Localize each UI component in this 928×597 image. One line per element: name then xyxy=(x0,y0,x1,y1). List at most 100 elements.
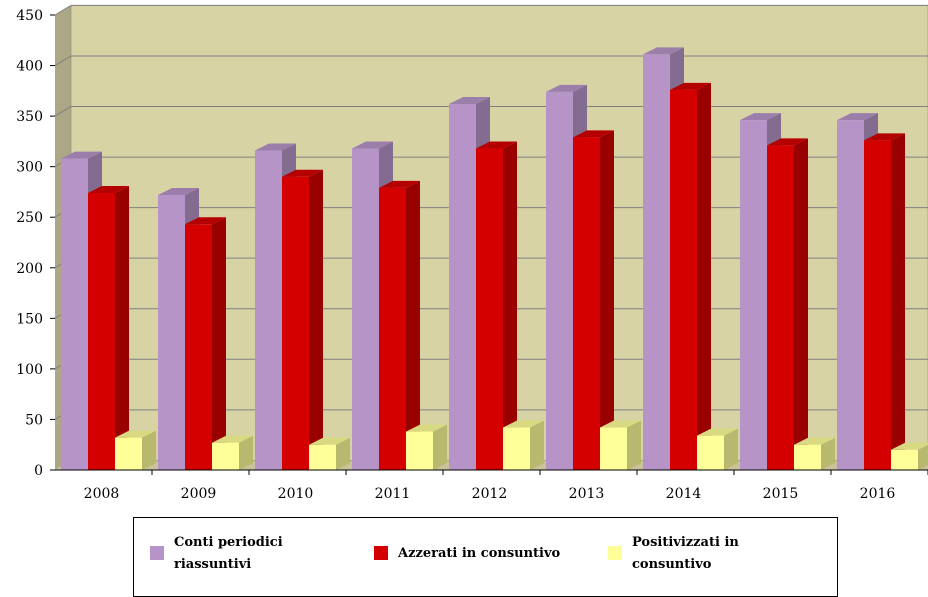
x-tick-label: 2010 xyxy=(278,486,314,502)
y-tick-label: 50 xyxy=(25,412,43,428)
bar-top xyxy=(61,151,102,159)
bar-front xyxy=(864,140,891,470)
bar-2014-series-1 xyxy=(670,82,711,471)
bar-side xyxy=(503,141,517,470)
bar-side xyxy=(600,130,614,470)
bar-front xyxy=(88,192,115,470)
legend-item-positivizzati: Positivizzati in consuntivo xyxy=(608,532,739,576)
bar-front xyxy=(503,427,530,470)
bar-side xyxy=(530,420,544,470)
bar-2015-series-1 xyxy=(767,138,808,470)
bar-top xyxy=(309,437,350,445)
bar-2011-series-2 xyxy=(406,424,447,470)
bar-group xyxy=(61,47,928,471)
bar-front xyxy=(573,137,600,470)
bar-2010-series-2 xyxy=(309,437,350,470)
gridline-side xyxy=(54,106,72,117)
bar-side xyxy=(406,180,420,470)
bar-front xyxy=(697,435,724,470)
legend-swatch-conti xyxy=(150,546,164,560)
bar-front xyxy=(309,444,336,470)
bar-front xyxy=(212,442,239,470)
bar-2009-series-2 xyxy=(212,435,253,470)
bar-front xyxy=(282,176,309,470)
bar-top xyxy=(600,420,641,428)
bar-top xyxy=(212,435,253,443)
bar-top xyxy=(864,133,905,141)
bar-front xyxy=(740,120,767,471)
bar-top xyxy=(282,169,323,177)
bar-2012-series-2 xyxy=(503,420,544,470)
y-tick-label: 200 xyxy=(16,261,43,277)
bar-front xyxy=(115,437,142,470)
legend-label-positivizzati: Positivizzati in consuntivo xyxy=(632,535,739,572)
bar-2009-series-1 xyxy=(185,217,226,470)
bar-2008-series-2 xyxy=(115,430,156,470)
gridline-side xyxy=(54,4,72,16)
bar-top xyxy=(573,130,614,138)
y-tick-label: 450 xyxy=(16,8,43,24)
x-tick-label: 2011 xyxy=(375,486,411,502)
bar-top xyxy=(158,187,199,195)
bar-top xyxy=(115,430,156,438)
bar-chart: 0 50 100 150 200 250 300 350 400 450 2008 2009 2010… xyxy=(16,4,928,502)
gridline-side xyxy=(54,55,72,66)
bar-2008-series-1 xyxy=(88,185,129,470)
bar-front xyxy=(406,431,433,470)
bar-top xyxy=(643,47,684,55)
bar-2016-series-2 xyxy=(891,442,928,470)
bar-front xyxy=(794,444,821,470)
x-tick-label: 2009 xyxy=(181,486,217,502)
bar-front xyxy=(643,54,670,470)
x-tick-label: 2015 xyxy=(763,486,799,502)
bar-top xyxy=(697,428,738,436)
x-tick-label: 2016 xyxy=(860,486,896,502)
bar-front xyxy=(600,427,627,470)
y-tick-label: 250 xyxy=(16,210,43,226)
bar-side xyxy=(794,138,808,470)
bar-side xyxy=(115,185,129,470)
bar-side xyxy=(433,424,447,470)
bar-top xyxy=(185,217,226,225)
y-tick-label: 0 xyxy=(34,463,43,479)
bar-2014-series-2 xyxy=(697,428,738,470)
bar-top xyxy=(767,138,808,146)
y-axis-ticks: 0 50 100 150 200 250 300 350 400 450 xyxy=(16,8,55,479)
bar-top xyxy=(379,180,420,188)
bar-front xyxy=(546,91,573,470)
bar-front xyxy=(158,194,185,470)
bar-top xyxy=(352,141,393,149)
bar-side xyxy=(142,430,156,470)
bar-top xyxy=(503,420,544,428)
legend-item-azzerati: Azzerati in consuntivo xyxy=(374,532,560,565)
bar-top xyxy=(406,424,447,432)
y-tick-label: 100 xyxy=(16,362,43,378)
x-axis-ticks: 2008 2009 2010 2011 2012 2013 2014 2015 2016 xyxy=(84,470,928,502)
bar-top xyxy=(837,113,878,121)
bar-top xyxy=(794,437,835,445)
bar-top xyxy=(891,442,928,450)
legend: Conti periodici riassuntivi Azzerati in … xyxy=(133,517,838,597)
bar-side xyxy=(724,428,738,470)
legend-label-conti: Conti periodici riassuntivi xyxy=(174,535,283,572)
bar-front xyxy=(837,120,864,471)
y-tick-label: 400 xyxy=(16,59,43,75)
bar-top xyxy=(449,96,490,104)
bar-top xyxy=(88,185,129,193)
bar-front xyxy=(449,103,476,470)
bar-front xyxy=(476,148,503,470)
bar-side xyxy=(918,444,928,470)
bar-top xyxy=(476,141,517,149)
bar-side xyxy=(627,420,641,470)
bar-front xyxy=(670,89,697,471)
bar-top xyxy=(255,143,296,151)
bar-side xyxy=(891,133,905,470)
bar-2016-series-1 xyxy=(864,133,905,470)
legend-label-azzerati: Azzerati in consuntivo xyxy=(398,546,561,561)
bar-front xyxy=(891,449,918,470)
bar-side xyxy=(821,437,835,470)
x-tick-label: 2013 xyxy=(569,486,605,502)
bar-2015-series-2 xyxy=(794,437,835,470)
bar-side xyxy=(212,217,226,470)
bar-front xyxy=(185,224,212,470)
